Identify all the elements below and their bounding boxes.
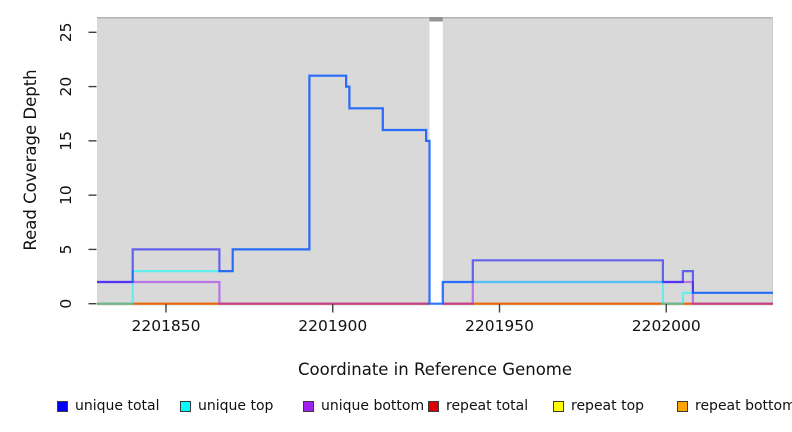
legend-swatch-unique-top — [180, 400, 191, 412]
legend-item-repeat-top: repeat top — [553, 399, 644, 413]
legend-item-repeat-total: repeat total — [428, 399, 528, 413]
x-tick-label: 2201950 — [465, 317, 534, 335]
legend-item-unique-bottom: unique bottom — [303, 399, 424, 413]
masked-region — [429, 21, 443, 306]
legend-swatch-unique-total — [57, 400, 68, 412]
x-axis-title: Coordinate in Reference Genome — [297, 360, 573, 379]
legend-label: repeat total — [446, 398, 529, 414]
y-tick-label: 15 — [57, 131, 75, 151]
x-tick-label: 2201900 — [298, 317, 367, 335]
legend-swatch-repeat-total — [428, 400, 439, 412]
x-axis-title-wrap: Coordinate in Reference Genome — [97, 360, 773, 379]
legend-label: unique top — [198, 398, 274, 414]
x-tick-label: 2201850 — [131, 317, 200, 335]
legend-label: repeat bottom — [695, 398, 792, 414]
legend-label: repeat top — [571, 398, 645, 414]
legend-item-unique-top: unique top — [180, 399, 273, 413]
x-tick-label: 2202000 — [632, 317, 701, 335]
series-line-unique-total — [97, 74, 773, 305]
y-tick-label: 20 — [57, 77, 75, 97]
legend-item-repeat-bottom: repeat bottom — [677, 399, 792, 413]
y-tick-label: 10 — [57, 185, 75, 205]
masked-region-cap — [429, 17, 443, 22]
legend-item-unique-total: unique total — [57, 399, 159, 413]
y-axis-title: Read Coverage Depth — [20, 69, 40, 251]
series-line-unique-bottom — [97, 280, 773, 305]
y-tick-label: 25 — [57, 22, 75, 42]
legend-swatch-repeat-top — [553, 400, 564, 412]
legend-label: unique total — [75, 398, 160, 414]
axes: 2201850 2201900 2201950 2202000 0 5 10 15 20 25 — [57, 22, 701, 335]
y-tick-label: 0 — [57, 299, 75, 309]
series-layer — [97, 17, 773, 306]
legend-swatch-unique-bottom — [303, 400, 314, 412]
legend-swatch-repeat-bottom — [677, 400, 688, 412]
y-tick-label: 5 — [57, 244, 75, 254]
legend-label: unique bottom — [321, 398, 425, 414]
